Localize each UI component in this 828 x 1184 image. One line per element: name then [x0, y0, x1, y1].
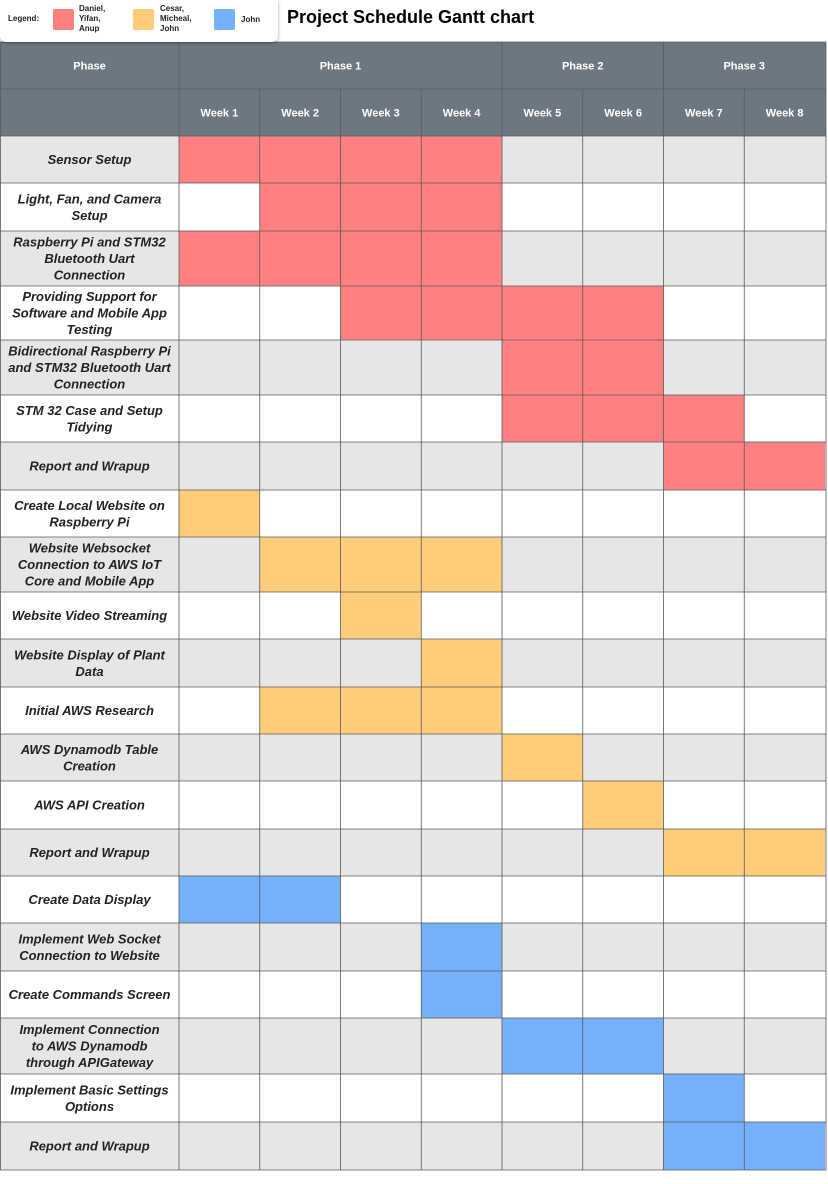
week-label: Week 6	[604, 108, 642, 120]
legend-name-team-2: Cesar, Micheal, John	[160, 4, 192, 33]
task-bar	[663, 1074, 745, 1122]
row-background	[0, 490, 826, 537]
task-bar	[582, 781, 664, 829]
week-label: Week 3	[362, 108, 400, 120]
task-label: Create Local Website on Raspberry Pi	[14, 498, 165, 530]
task-label: Create Data Display	[28, 892, 151, 907]
legend-swatch-team-2	[133, 9, 154, 30]
row-background	[0, 340, 826, 395]
task-label: Website Display of Plant Data	[14, 647, 165, 679]
row-background	[0, 971, 826, 1018]
task-label: Light, Fan, and Camera Setup	[18, 191, 162, 223]
phase-label: Phase 1	[320, 61, 362, 73]
task-bar	[340, 592, 422, 639]
task-label: Report and Wrapup	[29, 1139, 149, 1154]
task-label: Website Video Streaming	[12, 608, 167, 623]
task-label: AWS Dynamodb Table Creation	[20, 742, 158, 774]
task-bar	[259, 537, 502, 592]
task-bar	[179, 490, 260, 537]
task-label: Implement Basic Settings Options	[10, 1082, 168, 1114]
task-bar	[259, 183, 502, 231]
task-label: Implement Connection to AWS Dynamodb throu…	[19, 1022, 159, 1070]
task-label: Providing Support for Software and Mobile…	[12, 289, 167, 337]
legend: Legend: Daniel, Yifan, Anup Cesar, Miche…	[0, 0, 278, 42]
task-label: Website Websocket Connection to AWS IoT Co…	[18, 541, 162, 589]
phase-header-label: Phase	[73, 61, 105, 73]
week-label: Week 2	[281, 108, 319, 120]
task-label: Report and Wrapup	[29, 845, 149, 860]
task-label: Bidirectional Raspberry Pi and STM32 Blue…	[8, 344, 171, 392]
task-bar	[421, 971, 502, 1018]
task-label: Initial AWS Research	[25, 703, 154, 718]
phase-label: Phase 2	[562, 61, 604, 73]
chart-title: Project Schedule Gantt chart	[287, 7, 535, 27]
week-label: Week 4	[443, 108, 482, 120]
legend-name-team-3: John	[241, 15, 261, 24]
task-bar	[259, 687, 502, 734]
row-background	[0, 923, 826, 971]
task-label: STM 32 Case and Setup Tidying	[16, 403, 163, 435]
row-background	[0, 639, 826, 687]
row-background	[0, 1018, 826, 1074]
week-label: Week 5	[524, 108, 562, 120]
week-label: Week 8	[766, 108, 804, 120]
week-label: Week 7	[685, 108, 723, 120]
task-bar	[502, 734, 583, 781]
legend-name-team-1: Daniel, Yifan, Anup	[79, 4, 106, 33]
row-background	[0, 734, 826, 781]
task-label: AWS API Creation	[33, 798, 145, 813]
task-label: Implement Web Socket Connection to Websit…	[18, 931, 161, 963]
legend-label: Legend:	[8, 14, 40, 23]
row-background	[0, 781, 826, 829]
legend-swatch-team-1	[53, 9, 74, 30]
phase-label: Phase 3	[723, 61, 765, 73]
task-bar	[502, 395, 745, 442]
task-label: Sensor Setup	[48, 152, 132, 167]
task-bar	[421, 639, 502, 687]
legend-swatch-team-3	[214, 9, 235, 30]
task-label: Create Commands Screen	[9, 987, 171, 1002]
week-label: Week 1	[201, 108, 239, 120]
task-label: Raspberry Pi and STM32 Bluetooth Uart Conn…	[13, 235, 166, 283]
row-background	[0, 876, 826, 923]
task-bar	[421, 923, 502, 971]
task-label: Report and Wrapup	[29, 459, 149, 474]
